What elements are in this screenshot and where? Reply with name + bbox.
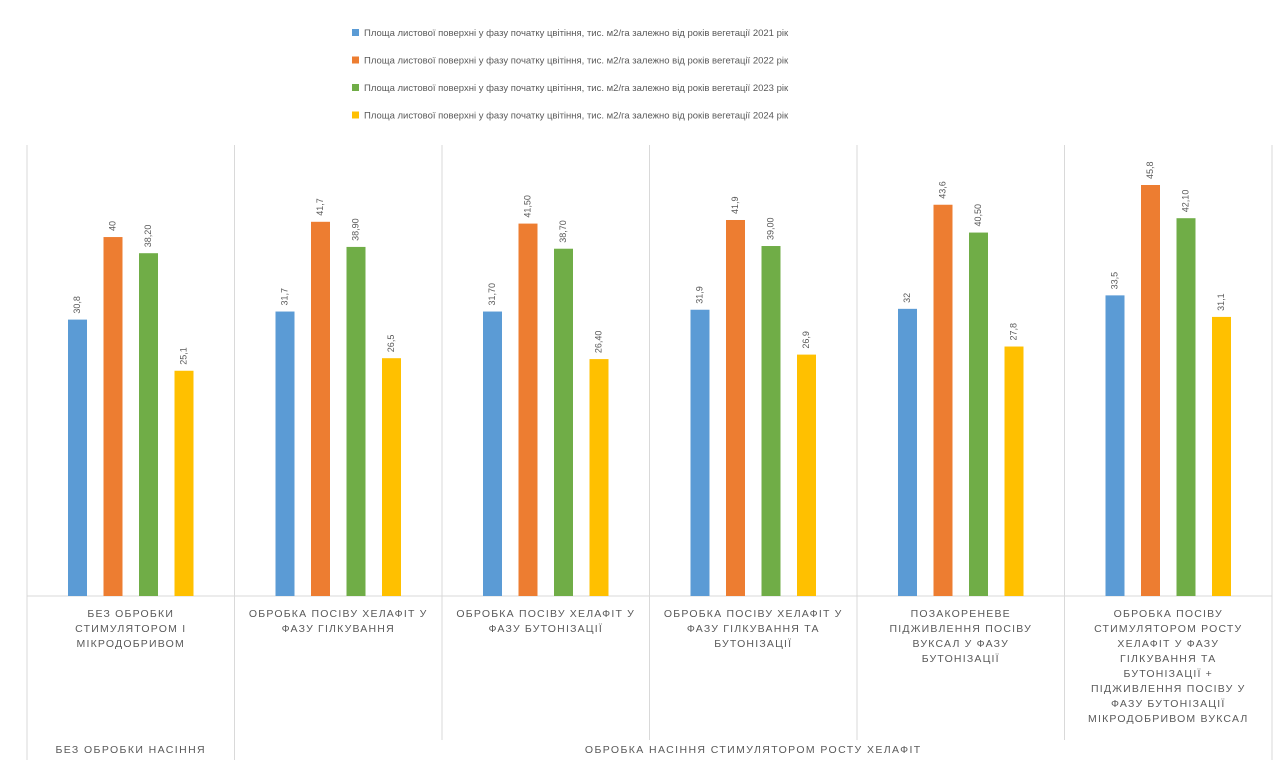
bar bbox=[1212, 316, 1231, 596]
bar bbox=[1176, 218, 1196, 596]
bar bbox=[68, 319, 87, 596]
data-label: 45,8 bbox=[1145, 161, 1155, 179]
bar bbox=[589, 359, 609, 596]
data-label: 38,90 bbox=[350, 218, 360, 241]
bar bbox=[518, 223, 538, 596]
bar bbox=[1141, 185, 1160, 596]
bar bbox=[275, 311, 295, 596]
data-label: 42,10 bbox=[1180, 190, 1190, 213]
data-label: 31,70 bbox=[487, 283, 497, 306]
category-label: ОБРОБКА ПОСІВУ ХЕЛАФІТ У ФАЗУ ГІЛКУВАННЯ bbox=[249, 608, 428, 635]
data-label: 38,70 bbox=[558, 220, 568, 243]
bars bbox=[68, 185, 1231, 597]
category-label: БЕЗ ОБРОБКИ СТИМУЛЯТОРОМ І МІКРОДОБРИВОМ bbox=[75, 608, 186, 650]
legend: Площа листової поверхні у фазу початку ц… bbox=[352, 28, 789, 122]
data-label: 27,8 bbox=[1008, 323, 1018, 341]
legend-swatch-2 bbox=[352, 84, 359, 91]
data-label: 41,50 bbox=[522, 195, 532, 218]
data-label: 41,9 bbox=[730, 196, 740, 214]
group-label: ОБРОБКА НАСІННЯ СТИМУЛЯТОРОМ РОСТУ ХЕЛАФ… bbox=[585, 744, 922, 756]
data-label: 39,00 bbox=[765, 217, 775, 240]
legend-swatch-3 bbox=[352, 111, 359, 119]
category-label: ОБРОБКА ПОСІВУ ХЕЛАФІТ У ФАЗУ БУТОНІЗАЦІЇ bbox=[456, 608, 635, 635]
bar bbox=[726, 219, 745, 597]
data-label: 32 bbox=[902, 293, 912, 303]
category-label: ОБРОБКА ПОСІВУ ХЕЛАФІТ У ФАЗУ ГІЛКУВАННЯ … bbox=[664, 608, 843, 650]
category-label: ОБРОБКА ПОСІВУ СТИМУЛЯТОРОМ РОСТУ ХЕЛАФІТ … bbox=[1088, 608, 1249, 725]
bar bbox=[382, 358, 401, 596]
legend-swatch-1 bbox=[352, 56, 359, 64]
legend-label-0: Площа листової поверхні у фазу початку ц… bbox=[364, 28, 789, 39]
data-label: 26,40 bbox=[593, 331, 603, 354]
bar bbox=[103, 237, 123, 596]
data-label: 40,50 bbox=[973, 204, 983, 227]
data-label: 41,7 bbox=[315, 198, 325, 216]
data-label: 43,6 bbox=[937, 181, 947, 199]
category-labels: БЕЗ ОБРОБКИ СТИМУЛЯТОРОМ І МІКРОДОБРИВОМ ОБ… bbox=[55, 608, 1249, 756]
data-label: 31,9 bbox=[694, 286, 704, 304]
bar bbox=[933, 204, 953, 596]
data-label: 26,5 bbox=[386, 335, 396, 353]
bar bbox=[761, 246, 781, 596]
data-label: 40 bbox=[107, 221, 117, 231]
bar bbox=[1105, 295, 1125, 596]
bar bbox=[174, 370, 194, 596]
legend-label-2: Площа листової поверхні у фазу початку ц… bbox=[364, 83, 789, 94]
bar bbox=[690, 309, 710, 596]
data-label: 33,5 bbox=[1109, 272, 1119, 290]
bar bbox=[797, 354, 816, 596]
value-labels: 30,8 31,7 31,70 31,9 32 33,5 40 41,7 41,50 41,9 43… bbox=[72, 161, 1226, 364]
bar bbox=[898, 308, 917, 596]
bar bbox=[1004, 346, 1024, 596]
bar bbox=[311, 221, 330, 596]
category-label: ПОЗАКОРЕНЕВЕ ПІДЖИВЛЕННЯ ПОСІВУ ВУКСАЛ У Ф… bbox=[890, 608, 1032, 665]
bar bbox=[483, 311, 502, 596]
bar bbox=[554, 248, 573, 596]
axes bbox=[26, 145, 1273, 760]
bar bbox=[969, 232, 988, 596]
data-label: 30,8 bbox=[72, 296, 82, 314]
legend-label-3: Площа листової поверхні у фазу початку ц… bbox=[364, 111, 789, 122]
bar bbox=[346, 246, 366, 596]
legend-label-1: Площа листової поверхні у фазу початку ц… bbox=[364, 56, 789, 67]
group-label: БЕЗ ОБРОБКИ НАСІННЯ bbox=[55, 744, 206, 756]
data-label: 38,20 bbox=[143, 225, 153, 248]
bar bbox=[139, 253, 158, 596]
data-label: 25,1 bbox=[178, 347, 188, 365]
legend-swatch-0 bbox=[352, 29, 359, 36]
data-label: 26,9 bbox=[801, 331, 811, 349]
data-label: 31,1 bbox=[1216, 293, 1226, 311]
data-label: 31,7 bbox=[279, 288, 289, 306]
